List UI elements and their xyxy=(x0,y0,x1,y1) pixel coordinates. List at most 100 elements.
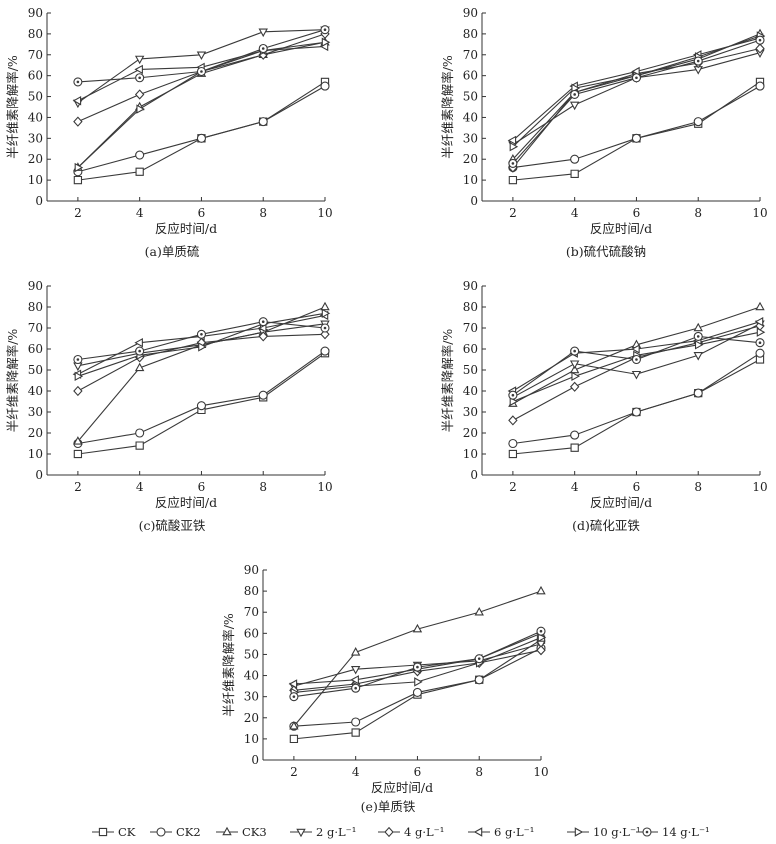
data-point xyxy=(72,96,82,106)
data-point xyxy=(134,89,145,100)
data-point-dot xyxy=(539,629,543,633)
series-10 g·L⁻¹ xyxy=(509,31,766,152)
x-tick-label: 8 xyxy=(259,206,267,220)
data-point-dot xyxy=(292,695,296,698)
data-point-dot xyxy=(635,358,638,361)
chart-caption: (d)硫化亚铁 xyxy=(572,518,640,533)
legend-label: CK xyxy=(118,825,136,839)
y-tick-label: 60 xyxy=(28,69,43,83)
x-tick-label: 6 xyxy=(198,480,206,494)
data-point xyxy=(135,428,145,438)
y-tick-label: 50 xyxy=(28,90,43,104)
x-tick-label: 6 xyxy=(633,206,641,220)
data-point xyxy=(73,116,83,127)
data-point-dot xyxy=(323,28,327,32)
x-tick-label: 4 xyxy=(571,480,579,494)
data-point-dot xyxy=(138,76,141,80)
series-line xyxy=(512,37,761,141)
y-tick-label: 10 xyxy=(463,447,478,461)
series-4 g·L⁻¹ xyxy=(73,329,330,397)
data-point xyxy=(74,371,84,382)
data-point xyxy=(412,623,423,633)
data-point xyxy=(351,728,360,737)
data-point xyxy=(288,679,298,689)
data-point xyxy=(136,104,145,114)
data-point xyxy=(569,364,580,374)
data-point xyxy=(198,342,207,352)
data-point-dot xyxy=(354,686,357,690)
data-point xyxy=(350,675,359,685)
data-point-dot xyxy=(200,333,203,336)
x-tick-label: 8 xyxy=(694,206,702,220)
y-tick-label: 30 xyxy=(463,131,478,145)
y-tick-label: 70 xyxy=(28,321,43,335)
legend-marker-dot xyxy=(645,830,649,834)
data-point xyxy=(536,640,546,650)
data-point xyxy=(536,645,546,656)
legend-item: CK2 xyxy=(150,825,201,839)
x-axis-title: 反应时间/d xyxy=(155,221,217,236)
data-point-dot xyxy=(477,657,481,660)
data-point xyxy=(756,327,766,337)
x-tick-label: 10 xyxy=(752,206,767,220)
legend-label: 2 g·L⁻¹ xyxy=(316,825,356,839)
data-point xyxy=(135,150,145,160)
series-CK xyxy=(508,77,765,185)
y-tick-label: 10 xyxy=(28,173,43,187)
data-point xyxy=(570,154,580,164)
legend-item: 4 g·L⁻¹ xyxy=(378,825,444,839)
data-point xyxy=(508,449,518,459)
data-point xyxy=(569,101,580,111)
data-point xyxy=(570,169,579,178)
series-14 g·L⁻¹ xyxy=(73,317,330,365)
y-axis-title: 半纤维素降解率/% xyxy=(440,55,455,159)
data-point xyxy=(631,344,640,354)
data-point xyxy=(135,167,144,176)
legend-label: CK3 xyxy=(242,825,267,839)
y-tick-label: 70 xyxy=(463,321,478,335)
legend-label: 14 g·L⁻¹ xyxy=(662,825,710,839)
data-point xyxy=(134,64,143,75)
chart-c: 0 10 20 30 40 50 60 70 80 90 2 4 6 8 10 反应时间/d 半纤维素降解率/%… xyxy=(5,279,333,533)
y-tick-label: 10 xyxy=(244,732,259,746)
data-point xyxy=(73,362,83,372)
data-point xyxy=(73,436,83,445)
chart-d: 0 10 20 30 40 50 60 70 80 90 2 4 6 8 10 反应时间/d 半纤维素降解率/%… xyxy=(440,279,768,533)
y-axis-title: 半纤维素降解率/% xyxy=(221,613,236,717)
x-tick-label: 4 xyxy=(136,480,144,494)
data-point xyxy=(135,441,144,450)
legend-label: 10 g·L⁻¹ xyxy=(593,825,641,839)
x-tick-label: 6 xyxy=(414,765,422,779)
y-tick-label: 0 xyxy=(35,194,43,208)
data-point xyxy=(755,301,765,311)
y-tick-label: 40 xyxy=(28,110,43,124)
data-point xyxy=(196,401,206,411)
data-point xyxy=(631,407,641,417)
chart-e: 0 10 20 30 40 50 60 70 80 90 2 4 6 8 10 反应时间/d 半纤维素降解率/%… xyxy=(221,563,549,814)
data-point xyxy=(73,449,83,459)
legend-marker xyxy=(473,827,483,837)
legend-item: 14 g·L⁻¹ xyxy=(636,825,710,839)
chart-caption: (b)硫代硫酸钠 xyxy=(566,244,646,259)
data-point xyxy=(321,37,331,47)
y-tick-label: 70 xyxy=(28,48,43,62)
y-tick-label: 30 xyxy=(28,131,43,145)
y-tick-label: 60 xyxy=(463,342,478,356)
data-point xyxy=(569,381,580,392)
y-tick-label: 90 xyxy=(28,6,43,20)
y-tick-label: 60 xyxy=(244,626,259,640)
data-point xyxy=(507,135,517,146)
x-tick-label: 10 xyxy=(533,765,548,779)
data-point xyxy=(258,390,268,400)
series-line xyxy=(293,590,542,727)
series-line xyxy=(512,85,761,169)
data-point xyxy=(474,606,484,616)
y-axis-title: 半纤维素降解率/% xyxy=(5,329,20,433)
y-tick-label: 30 xyxy=(28,405,43,419)
y-axis-title: 半纤维素降解率/% xyxy=(5,55,20,159)
data-point xyxy=(693,117,703,127)
data-point xyxy=(508,415,518,426)
series-14 g·L⁻¹ xyxy=(73,25,330,87)
chart-b: 0 10 20 30 40 50 60 70 80 90 2 4 6 8 10 反应时间/d 半纤维素降解率/%… xyxy=(440,6,768,259)
legend-item: CK3 xyxy=(216,825,267,839)
